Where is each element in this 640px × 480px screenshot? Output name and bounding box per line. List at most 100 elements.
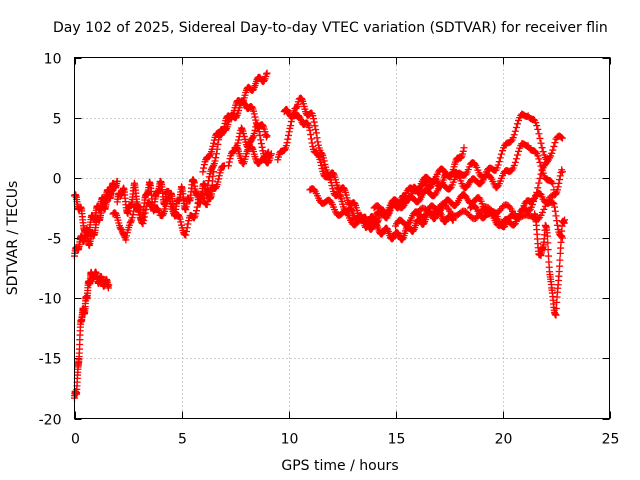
x-axis-label: GPS time / hours [281, 458, 398, 474]
data-point [534, 125, 542, 133]
data-point [328, 182, 336, 190]
data-point [203, 186, 211, 194]
data-point [211, 157, 219, 165]
data-point [308, 139, 316, 147]
series-sat-m [370, 140, 558, 222]
data-point [446, 185, 454, 193]
data-point [540, 205, 548, 213]
data-point [310, 118, 318, 126]
x-tick-label: 15 [388, 432, 406, 448]
data-point [122, 236, 130, 244]
y-axis-ticks: 10 5 0 -5 -10 -15 -20 [39, 52, 610, 429]
data-point [199, 168, 207, 176]
data-point [263, 132, 271, 140]
data-point [475, 194, 483, 202]
y-tick-label: 10 [44, 52, 62, 68]
x-tick-label: 0 [71, 432, 80, 448]
data-point [204, 197, 212, 205]
data-point [549, 146, 557, 154]
data-point [311, 122, 319, 130]
data-point [212, 150, 220, 158]
series-sat-i [231, 119, 273, 168]
data-point [233, 144, 241, 152]
data-point [389, 234, 397, 242]
data-point [528, 201, 536, 209]
data-point [543, 158, 551, 166]
data-point [123, 232, 131, 240]
data-point [536, 158, 544, 166]
data-point [255, 125, 263, 133]
data-point [317, 158, 325, 166]
data-point [109, 186, 117, 194]
data-point [263, 69, 271, 77]
data-point [192, 210, 200, 218]
data-point [409, 227, 417, 235]
data-point [399, 235, 407, 243]
data-point [329, 170, 337, 178]
data-point [232, 113, 240, 121]
data-point [257, 136, 265, 144]
data-point [327, 178, 335, 186]
data-point [545, 252, 553, 260]
data-point [251, 126, 259, 134]
data-point [404, 220, 412, 228]
data-point [260, 76, 268, 84]
data-point [319, 154, 327, 162]
data-point [512, 124, 520, 132]
grid-lines [74, 57, 610, 419]
data-point [533, 122, 541, 130]
data-point [558, 134, 566, 142]
data-point [215, 136, 223, 144]
data-point [307, 131, 315, 139]
data-point [561, 216, 569, 224]
data-point [430, 176, 438, 184]
data-point [265, 158, 273, 166]
data-point [182, 227, 190, 235]
data-point [304, 120, 312, 128]
data-point [128, 214, 136, 222]
data-point [534, 152, 542, 160]
data-point [154, 205, 162, 213]
data-point [175, 212, 183, 220]
data-point [165, 194, 173, 202]
data-point [212, 184, 220, 192]
data-point [552, 190, 560, 198]
data-point [556, 256, 564, 264]
data-point [532, 148, 540, 156]
data-point [265, 152, 273, 160]
y-tick-label: -5 [48, 232, 62, 248]
data-point [535, 179, 543, 187]
data-points [71, 69, 569, 402]
data-point [494, 161, 502, 169]
data-point [459, 147, 467, 155]
data-point [190, 214, 198, 222]
data-point [460, 144, 468, 152]
data-point [184, 220, 192, 228]
data-point [264, 149, 272, 157]
data-point [510, 162, 518, 170]
data-point [284, 135, 292, 143]
data-point [553, 217, 561, 225]
data-point [552, 212, 560, 220]
data-point [449, 216, 457, 224]
data-point [258, 143, 266, 151]
data-point [535, 155, 543, 163]
data-point [225, 158, 233, 166]
data-point [182, 231, 190, 239]
data-point [209, 163, 217, 171]
data-point [457, 153, 465, 161]
data-point [139, 220, 147, 228]
data-point [285, 131, 292, 139]
data-point [555, 179, 563, 187]
data-point [513, 151, 521, 159]
data-point [237, 124, 245, 132]
data-point [336, 191, 344, 199]
chart-title: Day 102 of 2025, Sidereal Day-to-day VTE… [53, 20, 608, 36]
data-point [544, 246, 552, 254]
data-point [367, 221, 375, 229]
data-point [497, 150, 505, 158]
data-point [537, 170, 545, 178]
data-point [105, 281, 113, 289]
data-point [312, 126, 320, 134]
